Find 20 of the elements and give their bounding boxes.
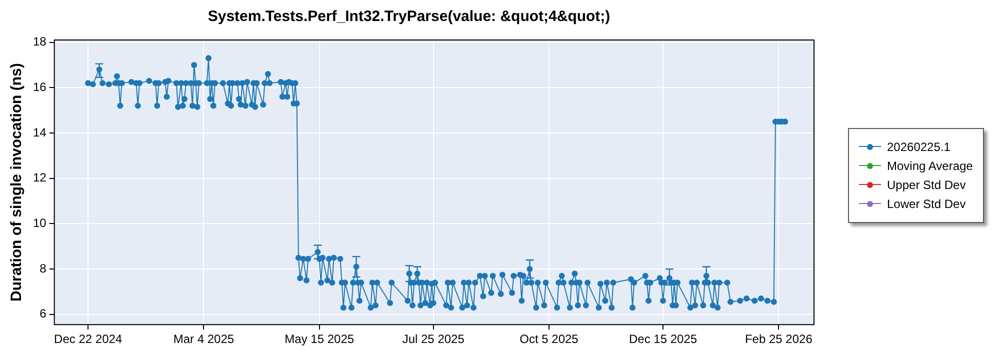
x-tick-label: Mar 4 2025 [173,332,234,346]
legend-label: Upper Std Dev [887,178,966,192]
legend-label: Moving Average [887,158,973,172]
chart-title: System.Tests.Perf_Int32.TryParse(value: &quot;4&quot;) [208,8,610,26]
y-axis-title: Duration of single invocation (ns) [8,63,26,302]
x-tick-label: Oct 5 2025 [520,332,579,346]
y-tick-label: 12 [32,170,47,185]
y-tick-label: 18 [32,34,47,49]
x-tick-label: Dec 15 2025 [629,332,698,346]
y-tick-label: 10 [32,216,47,230]
y-tick-label: 6 [40,306,47,321]
x-tick-label: Dec 22 2024 [54,332,122,346]
y-tick-label: 8 [40,261,47,276]
x-tick-label: Feb 25 2026 [744,332,813,346]
legend-label: Lower Std Dev [887,196,966,210]
y-tick-label: 16 [32,80,47,94]
legend-label: 20260225.1 [887,140,950,154]
x-tick-label: Jul 25 2025 [402,332,465,346]
y-tick-label: 14 [32,125,47,140]
x-tick-label: May 15 2025 [284,332,354,346]
